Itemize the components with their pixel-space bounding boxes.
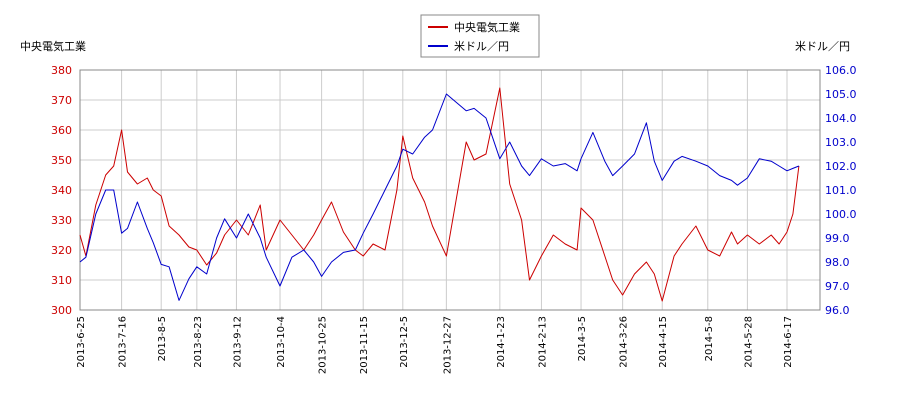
left-tick-label: 350	[51, 154, 72, 167]
right-axis-title: 米ドル／円	[795, 40, 850, 53]
x-tick-label: 2014-3-5	[577, 316, 588, 361]
left-axis-title: 中央電気工業	[20, 39, 86, 53]
x-tick-label: 2013-10-4	[276, 316, 287, 368]
left-axis-ticks: 300 310 320 330 340 350 360 370 380	[51, 64, 72, 317]
right-tick-label: 104.0	[825, 112, 857, 125]
x-tick-label: 2014-5-8	[704, 316, 715, 361]
left-tick-label: 370	[51, 94, 72, 107]
left-tick-label: 320	[51, 244, 72, 257]
right-tick-label: 96.0	[825, 304, 850, 317]
left-tick-label: 300	[51, 304, 72, 317]
left-tick-label: 360	[51, 124, 72, 137]
legend-label-stock: 中央電気工業	[454, 20, 520, 34]
x-tick-label: 2014-6-17	[783, 316, 794, 368]
left-tick-label: 330	[51, 214, 72, 227]
right-tick-label: 102.0	[825, 160, 857, 173]
x-tick-label: 2014-4-15	[658, 316, 669, 368]
x-tick-label: 2014-1-23	[496, 316, 507, 368]
x-tick-label: 2013-10-25	[318, 316, 329, 374]
right-tick-label: 97.0	[825, 280, 850, 293]
series-line-fx	[79, 93, 800, 301]
x-tick-label: 2013-12-27	[442, 316, 453, 374]
legend-label-fx: 米ドル／円	[454, 40, 509, 53]
left-tick-label: 340	[51, 184, 72, 197]
x-tick-label: 2013-7-16	[118, 316, 129, 368]
right-tick-label: 99.0	[825, 232, 850, 245]
series-layer	[79, 87, 800, 302]
x-tick-label: 2013-6-25	[76, 316, 87, 368]
legend: 中央電気工業 米ドル／円	[420, 14, 540, 58]
x-tick-label: 2014-5-28	[743, 316, 754, 368]
x-tick-label: 2013-9-12	[232, 316, 243, 368]
x-tick-label: 2013-8-5	[157, 316, 168, 361]
right-axis-ticks: 96.0 97.0 98.0 99.0 100.0 101.0 102.0 103.0 104.…	[825, 64, 857, 317]
series-line-stock	[79, 87, 800, 302]
x-axis-ticks: 2013-6-25 2013-7-16 2013-8-5 2013-8-23 2013-…	[76, 316, 794, 374]
legend-box	[420, 14, 540, 58]
x-tick-label: 2014-3-26	[619, 316, 630, 368]
x-tick-label: 2013-12-5	[399, 316, 410, 368]
x-tick-label: 2013-11-15	[359, 316, 370, 374]
left-tick-label: 310	[51, 274, 72, 287]
right-tick-label: 105.0	[825, 88, 857, 101]
x-tick-label: 2014-2-13	[537, 316, 548, 368]
right-tick-label: 101.0	[825, 184, 857, 197]
right-tick-label: 100.0	[825, 208, 857, 221]
right-tick-label: 106.0	[825, 64, 857, 77]
right-tick-label: 103.0	[825, 136, 857, 149]
left-tick-label: 380	[51, 64, 72, 77]
right-tick-label: 98.0	[825, 256, 850, 269]
x-tick-label: 2013-8-23	[193, 316, 204, 368]
plot-frame	[79, 69, 821, 311]
